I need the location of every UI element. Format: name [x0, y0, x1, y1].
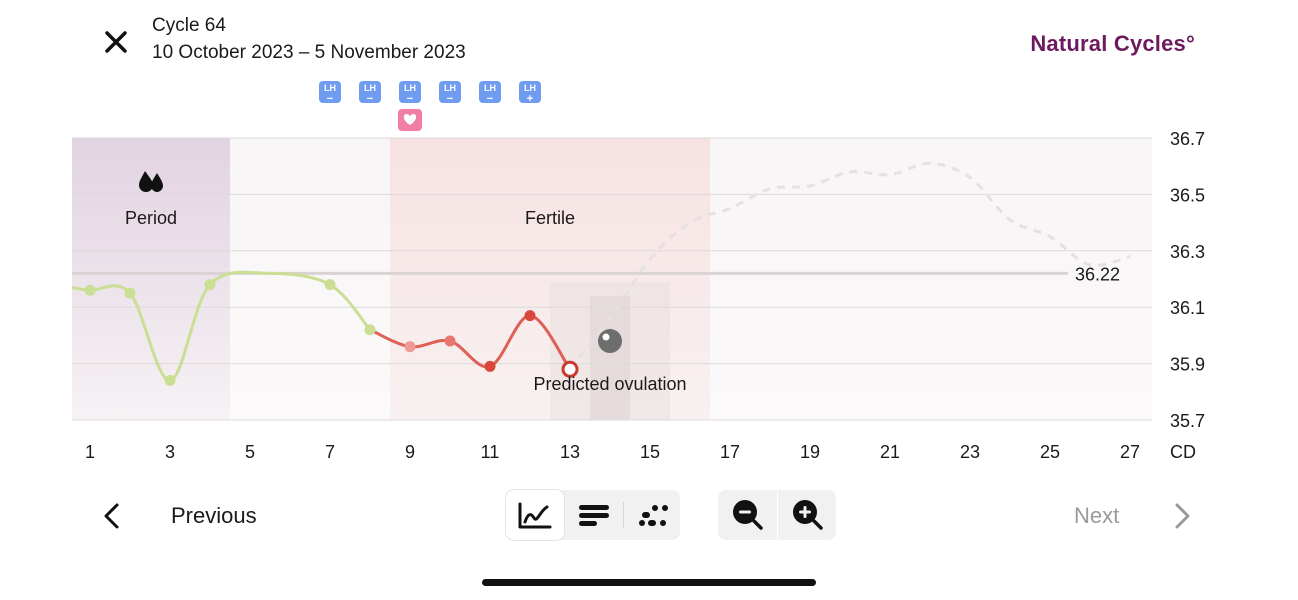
lh-test-negative-icon: LH− [319, 81, 341, 105]
lh-badge-bg [519, 81, 541, 103]
next-chevron-icon[interactable] [1168, 500, 1196, 532]
heart-shape [403, 114, 417, 125]
dots-view-icon [639, 505, 668, 526]
lh-result-symbol: − [487, 93, 493, 105]
x-axis-unit: CD [1170, 442, 1196, 462]
predicted-ovulation-label: Predicted ovulation [533, 374, 686, 394]
zoom-controls [718, 490, 836, 540]
ovulation-marker-icon [598, 329, 622, 354]
x-tick-label: 27 [1120, 442, 1140, 462]
period-drops-icon [139, 171, 163, 192]
x-tick-label: 7 [325, 442, 335, 462]
x-tick-label: 1 [85, 442, 95, 462]
graph-view-icon [518, 502, 552, 529]
cycle-navigation-bar: Previous [0, 488, 1298, 544]
lh-badge-label: LH [364, 83, 376, 93]
temperature-point [364, 324, 376, 336]
x-tick-label: 5 [245, 442, 255, 462]
view-separator [623, 502, 624, 528]
lh-badge-bg [359, 81, 381, 103]
chart-svg: 36.736.536.336.135.935.71 3 5 7 9 11 13 15 17 19 2… [71, 81, 1205, 462]
temperature-point [444, 335, 456, 347]
x-tick-label: 9 [405, 442, 415, 462]
x-tick-label: 21 [880, 442, 900, 462]
zoom-out-icon [732, 500, 763, 530]
temperature-chart[interactable]: 36.7 36.5 36.3 36.1 35.9 35.7 1 3 5 7 9 11 13 15 17 19 2… [0, 0, 1298, 470]
x-tick-label: 3 [165, 442, 175, 462]
coverline-label: 36.22 [1075, 264, 1120, 284]
lh-badge-label: LH [404, 83, 416, 93]
drop [151, 173, 163, 192]
zoom-in-icon [792, 500, 823, 530]
bars-view-icon [579, 505, 609, 526]
close-icon [105, 31, 127, 53]
y-tick-label: 36.7 [1170, 129, 1205, 149]
y-tick-label: 35.9 [1170, 355, 1205, 375]
lh-result-symbol: − [447, 93, 453, 105]
drop [139, 171, 153, 192]
lh-badge-label: LH [444, 83, 456, 93]
heart-icon [398, 109, 422, 131]
temperature-point [204, 279, 216, 291]
temperature-point [84, 284, 96, 296]
y-tick-label: 35.7 [1170, 411, 1205, 431]
bars-view-button[interactable] [565, 490, 623, 540]
dots-view-button[interactable] [624, 490, 682, 540]
lh-badge-label: LH [524, 83, 536, 93]
zoom-separator [777, 490, 778, 540]
y-tick-label: 36.5 [1170, 185, 1205, 205]
x-tick-label: 23 [960, 442, 980, 462]
today-temperature-point [561, 360, 579, 378]
lh-badge-label: LH [484, 83, 496, 93]
home-indicator[interactable] [482, 579, 816, 586]
zoom-in-button[interactable] [778, 490, 837, 540]
lh-badge-bg [319, 81, 341, 103]
temperature-point [404, 341, 416, 353]
previous-chevron-icon[interactable] [98, 500, 126, 532]
x-tick-label: 17 [720, 442, 740, 462]
zoom-out-button[interactable] [718, 490, 777, 540]
next-cycle-button[interactable]: Next [1074, 503, 1120, 528]
lh-result-symbol: + [527, 93, 533, 105]
lh-result-symbol: − [407, 93, 413, 105]
lh-badge-label: LH [324, 83, 336, 93]
lh-result-symbol: − [327, 93, 333, 105]
lh-test-positive-icon: LH+ [519, 81, 541, 105]
lh-test-negative-icon: LH− [479, 81, 501, 105]
cycle-date-range: 10 October 2023 – 5 November 2023 [152, 42, 466, 63]
x-tick-label: 19 [800, 442, 820, 462]
y-tick-label: 36.3 [1170, 242, 1205, 262]
temperature-point [164, 375, 176, 387]
x-tick-label: 13 [560, 442, 580, 462]
close-button[interactable] [100, 26, 132, 58]
lh-test-negative-icon: LH− [439, 81, 461, 105]
lh-badge-bg [439, 81, 461, 103]
x-tick-label: 11 [481, 442, 500, 462]
temperature-point [484, 360, 496, 372]
fertile-label: Fertile [525, 208, 575, 228]
period-label: Period [125, 208, 177, 228]
x-tick-label: 15 [640, 442, 660, 462]
lh-badge-bg [479, 81, 501, 103]
lh-badge-bg [399, 81, 421, 103]
temperature-point [124, 287, 136, 299]
x-tick-label: 25 [1040, 442, 1060, 462]
temperature-point [324, 279, 336, 291]
brand-logo: Natural Cycles° [1030, 31, 1195, 56]
infertile-temperature-line [71, 270, 372, 383]
ovulation-marker-highlight [602, 333, 610, 341]
cycle-title: Cycle 64 [152, 15, 226, 36]
view-mode-switcher [506, 490, 680, 540]
previous-cycle-button[interactable]: Previous [171, 503, 257, 528]
graph-view-button[interactable] [506, 490, 564, 540]
ovulation-window-core [590, 296, 630, 420]
lh-test-negative-icon: LH− [359, 81, 381, 105]
predicted-temperature-line [568, 161, 1131, 371]
lh-test-negative-icon: LH− [399, 81, 421, 105]
y-tick-label: 36.1 [1170, 298, 1205, 318]
lh-result-symbol: − [367, 93, 373, 105]
temperature-point [524, 310, 536, 322]
